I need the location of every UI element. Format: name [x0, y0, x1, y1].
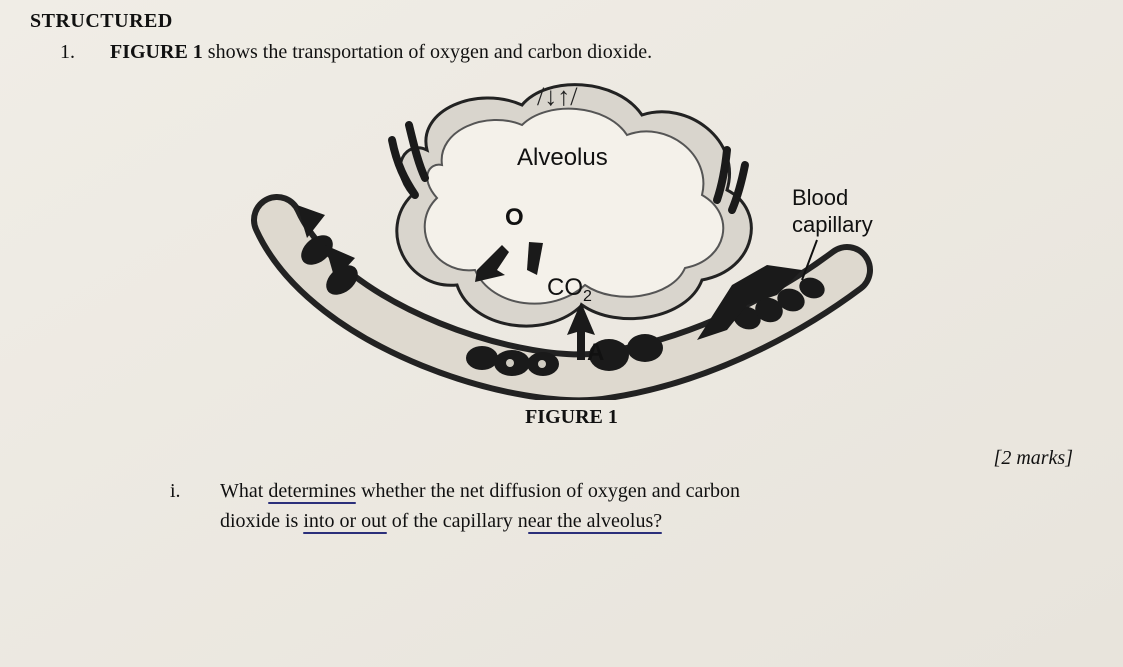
label-o: O	[505, 204, 524, 231]
figure-caption: FIGURE 1	[525, 406, 618, 429]
underline-into-or-out: into or out	[303, 510, 386, 532]
sub-question-text: What determines whether the net diffusio…	[220, 476, 740, 536]
question-text: FIGURE 1 shows the transportation of oxy…	[110, 41, 652, 64]
marks-label: [2 marks]	[60, 447, 1083, 470]
label-blood: Blood	[792, 185, 848, 210]
figure-ref: FIGURE 1	[110, 41, 203, 63]
sub-question: i. What determines whether the net diffu…	[60, 476, 1083, 536]
underline-determines: determines	[268, 480, 356, 502]
question-number: 1.	[60, 41, 110, 64]
sub-question-number: i.	[170, 476, 220, 536]
label-alveolus: Alveolus	[517, 144, 608, 171]
underline-alveolus: ear the alveolus?	[528, 510, 662, 532]
alveolus-diagram: /↓↑/ Alveolus O CO2 A Blood capillary	[247, 70, 897, 400]
question-body: shows the transportation of oxygen and c…	[203, 41, 652, 63]
label-capillary: capillary	[792, 212, 873, 237]
label-a: A	[587, 339, 604, 366]
handwriting-mark: /↓↑/	[537, 82, 578, 111]
page-header-fragment: STRUCTURED	[30, 10, 1083, 33]
figure-container: /↓↑/ Alveolus O CO2 A Blood capillary FI…	[60, 70, 1083, 429]
question-row: 1. FIGURE 1 shows the transportation of …	[60, 41, 1083, 64]
